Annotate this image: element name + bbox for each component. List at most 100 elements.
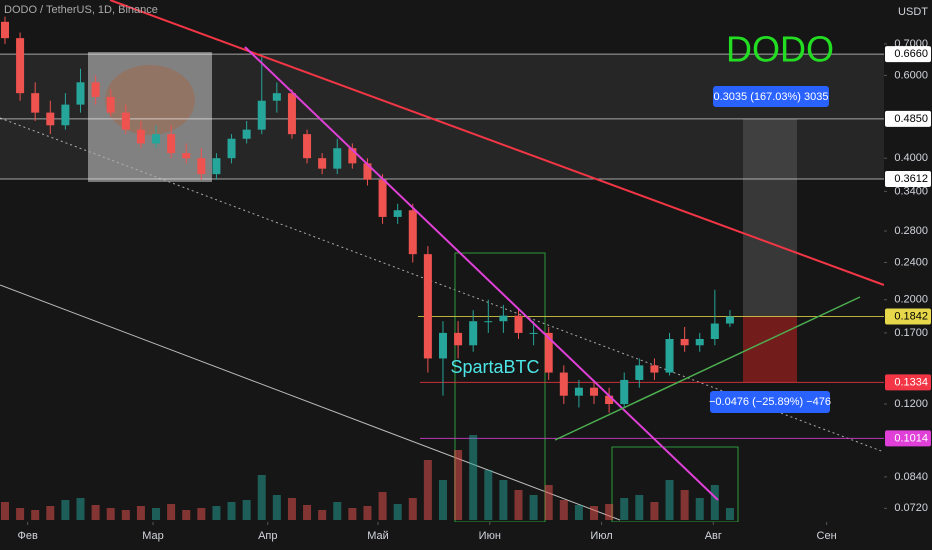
level-label: 0.1014 [894,432,928,444]
volume-bar [499,480,508,520]
volume-bar [46,506,55,520]
volume-bar [574,505,583,520]
volume-bar [710,485,719,520]
trendline [244,46,719,501]
annotation: SpartaBTC [450,357,539,377]
volume-bar [197,508,206,520]
symbol: DODO / TetherUS, 1D, Binance [4,4,158,16]
level-badge [885,110,931,127]
candle-body [257,100,266,130]
volume [0,435,734,520]
candle-body [106,96,115,113]
price-axis [884,0,932,550]
x-tick-label: Сен [817,530,837,542]
measure-box [713,86,829,107]
candle-body [680,339,689,346]
volume-bar [514,490,523,520]
volume-bar [423,460,432,520]
candle-body [665,339,674,373]
volume-bar [635,495,644,520]
x-tick-label: Июн [479,530,501,542]
volume-bar [227,502,236,520]
trendline [109,0,885,286]
candle-body [454,332,463,346]
trendline [554,296,861,441]
volume-bar [182,510,191,520]
candle-body [152,134,161,144]
candle-body [484,321,493,323]
volume-bar [31,510,40,520]
candle-body [544,332,553,373]
candle-body [212,158,221,175]
loss-zone [743,316,797,383]
volume-bar [378,492,387,520]
volume-bar [272,495,281,520]
volume-bar [348,508,357,520]
volume-bar [695,498,704,520]
candle-body [725,316,734,324]
candles [0,16,734,413]
candle-body [363,163,372,180]
volume-bar [408,498,417,520]
level-label: 0.3612 [894,173,928,185]
y-tick-label: 0.0720 [894,502,928,514]
candle-body [31,93,40,113]
candle-body [182,153,191,159]
volume-bar [393,504,402,520]
volume-bar [257,475,266,520]
candle-body [91,82,100,97]
candle-body [197,158,206,175]
axis-unit: USDT [898,6,928,18]
candle-body [469,321,478,346]
x-tick-label: Фев [17,530,37,542]
volume-bar [469,435,478,520]
volume-bar [152,508,161,520]
candle-body [303,134,312,159]
candle-body [635,365,644,380]
level-badge [885,430,931,447]
volume-bar [544,485,553,520]
volume-bar [454,450,463,520]
candle-body [16,38,25,94]
y-tick-label: 0.6000 [894,69,928,81]
volume-bar [212,506,221,520]
volume-bar [106,508,115,520]
volume-bar [333,502,342,520]
candle-body [242,129,251,139]
level-label: 0.4850 [894,113,928,125]
levels [0,53,884,439]
candle-body [348,148,357,164]
volume-bar [61,500,70,520]
candle-body [695,339,704,346]
level-label: 0.1334 [894,376,928,388]
y-tick-label: 0.1200 [894,398,928,410]
y-tick-label: 0.4000 [894,152,928,164]
volume-bar [0,502,9,520]
candle-body [46,112,55,126]
level-label: 0.1842 [894,310,928,322]
y-tick-label: 0.1700 [894,327,928,339]
candle-body [574,387,583,396]
y-tick-label: 0.2800 [894,225,928,237]
volume-bar [167,504,176,520]
measure-box [710,391,830,413]
volume-bar [121,510,130,520]
volume-bar [91,505,100,520]
candle-body [378,179,387,217]
y-tick-label: 0.0840 [894,471,928,483]
candle-body [287,93,296,135]
candle-body [499,315,508,322]
candle-body [272,93,281,101]
range-zone [0,54,884,180]
candle-body [0,21,9,39]
volume-bar [590,506,599,520]
time-axis [0,522,884,550]
volume-bar [438,480,447,520]
volume-bar [620,498,629,520]
candle-body [76,82,85,105]
y-tick-label: 0.2000 [894,294,928,306]
x-tick-label: Апр [258,530,277,542]
volume-bar [16,508,25,520]
x-tick-label: Июл [590,530,612,542]
